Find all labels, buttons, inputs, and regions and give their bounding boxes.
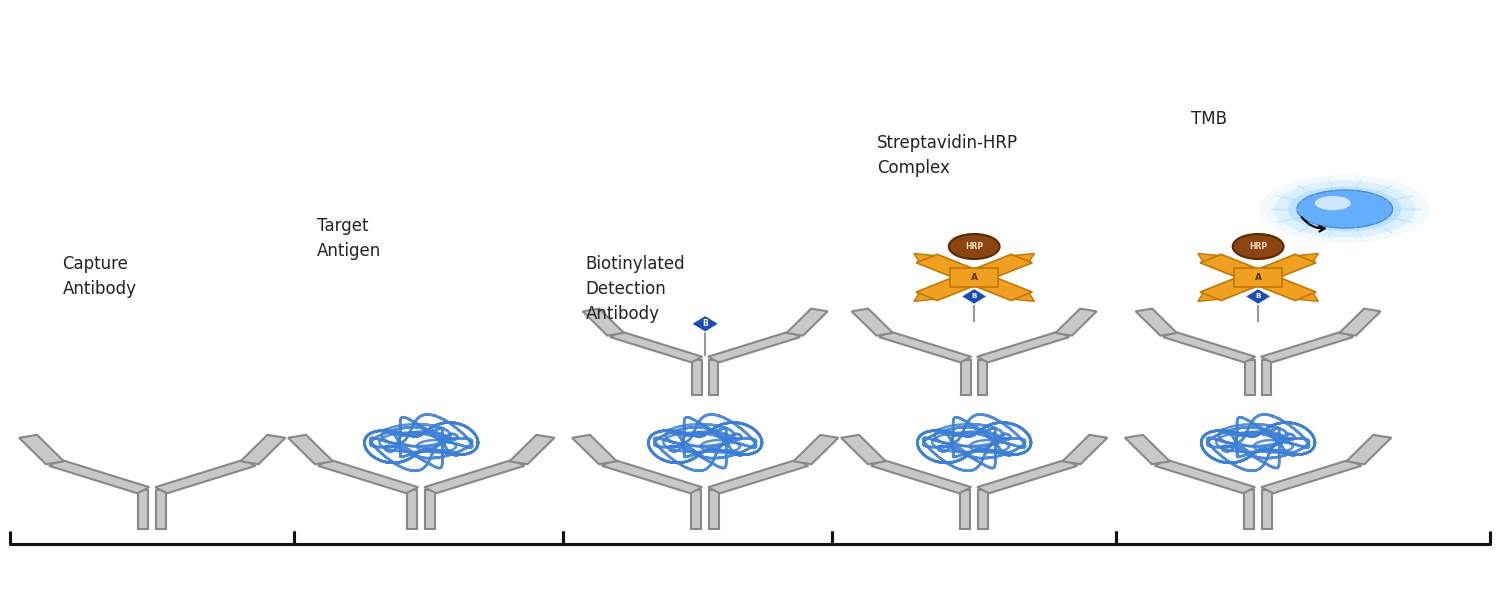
Polygon shape (572, 435, 616, 464)
Polygon shape (1200, 273, 1269, 301)
Polygon shape (1347, 435, 1392, 464)
Text: HRP: HRP (964, 242, 982, 251)
Polygon shape (1198, 293, 1218, 301)
Bar (960, 490, 970, 529)
Bar (951, 268, 998, 287)
Bar (962, 359, 970, 395)
Circle shape (1298, 190, 1392, 228)
Text: B: B (1256, 293, 1262, 299)
Polygon shape (916, 273, 984, 301)
Polygon shape (1125, 435, 1170, 464)
Polygon shape (914, 293, 934, 301)
Polygon shape (602, 460, 702, 493)
Polygon shape (1245, 289, 1270, 304)
Polygon shape (1340, 308, 1380, 335)
Circle shape (1288, 187, 1401, 232)
Bar (1245, 359, 1254, 395)
Bar (978, 490, 988, 529)
Bar (692, 359, 702, 395)
Text: TMB: TMB (1191, 110, 1227, 128)
Text: Target
Antigen: Target Antigen (316, 217, 381, 260)
Polygon shape (842, 435, 886, 464)
Text: Biotinylated
Detection
Antibody: Biotinylated Detection Antibody (585, 256, 686, 323)
Polygon shape (871, 460, 970, 493)
Polygon shape (976, 332, 1070, 362)
Polygon shape (879, 332, 972, 362)
Polygon shape (510, 435, 555, 464)
Text: Capture
Antibody: Capture Antibody (63, 256, 136, 298)
Bar (978, 359, 987, 395)
Polygon shape (852, 308, 892, 335)
Bar (1262, 359, 1270, 395)
Polygon shape (1262, 460, 1362, 493)
Polygon shape (1298, 293, 1318, 301)
Polygon shape (50, 460, 148, 493)
Text: B: B (972, 293, 976, 299)
Polygon shape (1014, 253, 1035, 262)
Circle shape (1316, 196, 1352, 210)
Polygon shape (708, 332, 800, 362)
Text: B: B (702, 319, 708, 328)
Polygon shape (154, 460, 255, 493)
Polygon shape (916, 254, 984, 281)
Circle shape (1274, 181, 1416, 237)
Polygon shape (1056, 308, 1096, 335)
Ellipse shape (950, 234, 999, 259)
Polygon shape (708, 460, 809, 493)
Text: HRP: HRP (1250, 242, 1268, 251)
Polygon shape (582, 308, 624, 335)
Polygon shape (288, 435, 333, 464)
Ellipse shape (1233, 234, 1284, 259)
Polygon shape (610, 332, 702, 362)
Polygon shape (20, 435, 64, 464)
Bar (708, 359, 718, 395)
Bar (1244, 490, 1254, 529)
Polygon shape (1155, 460, 1256, 493)
Polygon shape (1136, 308, 1178, 335)
Polygon shape (1162, 332, 1256, 362)
Polygon shape (318, 460, 419, 493)
Polygon shape (1248, 273, 1316, 301)
Text: A: A (1254, 273, 1262, 282)
Bar (1234, 268, 1282, 287)
Bar (710, 490, 720, 529)
Polygon shape (914, 253, 934, 262)
Polygon shape (1198, 253, 1218, 262)
Bar (138, 490, 148, 529)
Polygon shape (794, 435, 838, 464)
Polygon shape (692, 316, 718, 332)
Bar (692, 490, 702, 529)
Polygon shape (962, 289, 987, 304)
Circle shape (1260, 175, 1430, 243)
Polygon shape (1200, 254, 1269, 281)
Bar (1262, 490, 1272, 529)
Polygon shape (786, 308, 828, 335)
Polygon shape (1014, 293, 1035, 301)
Text: Streptavidin-HRP
Complex: Streptavidin-HRP Complex (878, 134, 1019, 176)
Bar (156, 490, 166, 529)
Polygon shape (976, 460, 1077, 493)
Polygon shape (424, 460, 525, 493)
Polygon shape (963, 254, 1032, 281)
Bar (406, 490, 417, 529)
Bar (424, 490, 435, 529)
Polygon shape (240, 435, 285, 464)
Polygon shape (963, 273, 1032, 301)
Polygon shape (1062, 435, 1107, 464)
Polygon shape (1262, 332, 1353, 362)
Text: A: A (970, 273, 978, 282)
Polygon shape (1248, 254, 1316, 281)
Polygon shape (1298, 253, 1318, 262)
